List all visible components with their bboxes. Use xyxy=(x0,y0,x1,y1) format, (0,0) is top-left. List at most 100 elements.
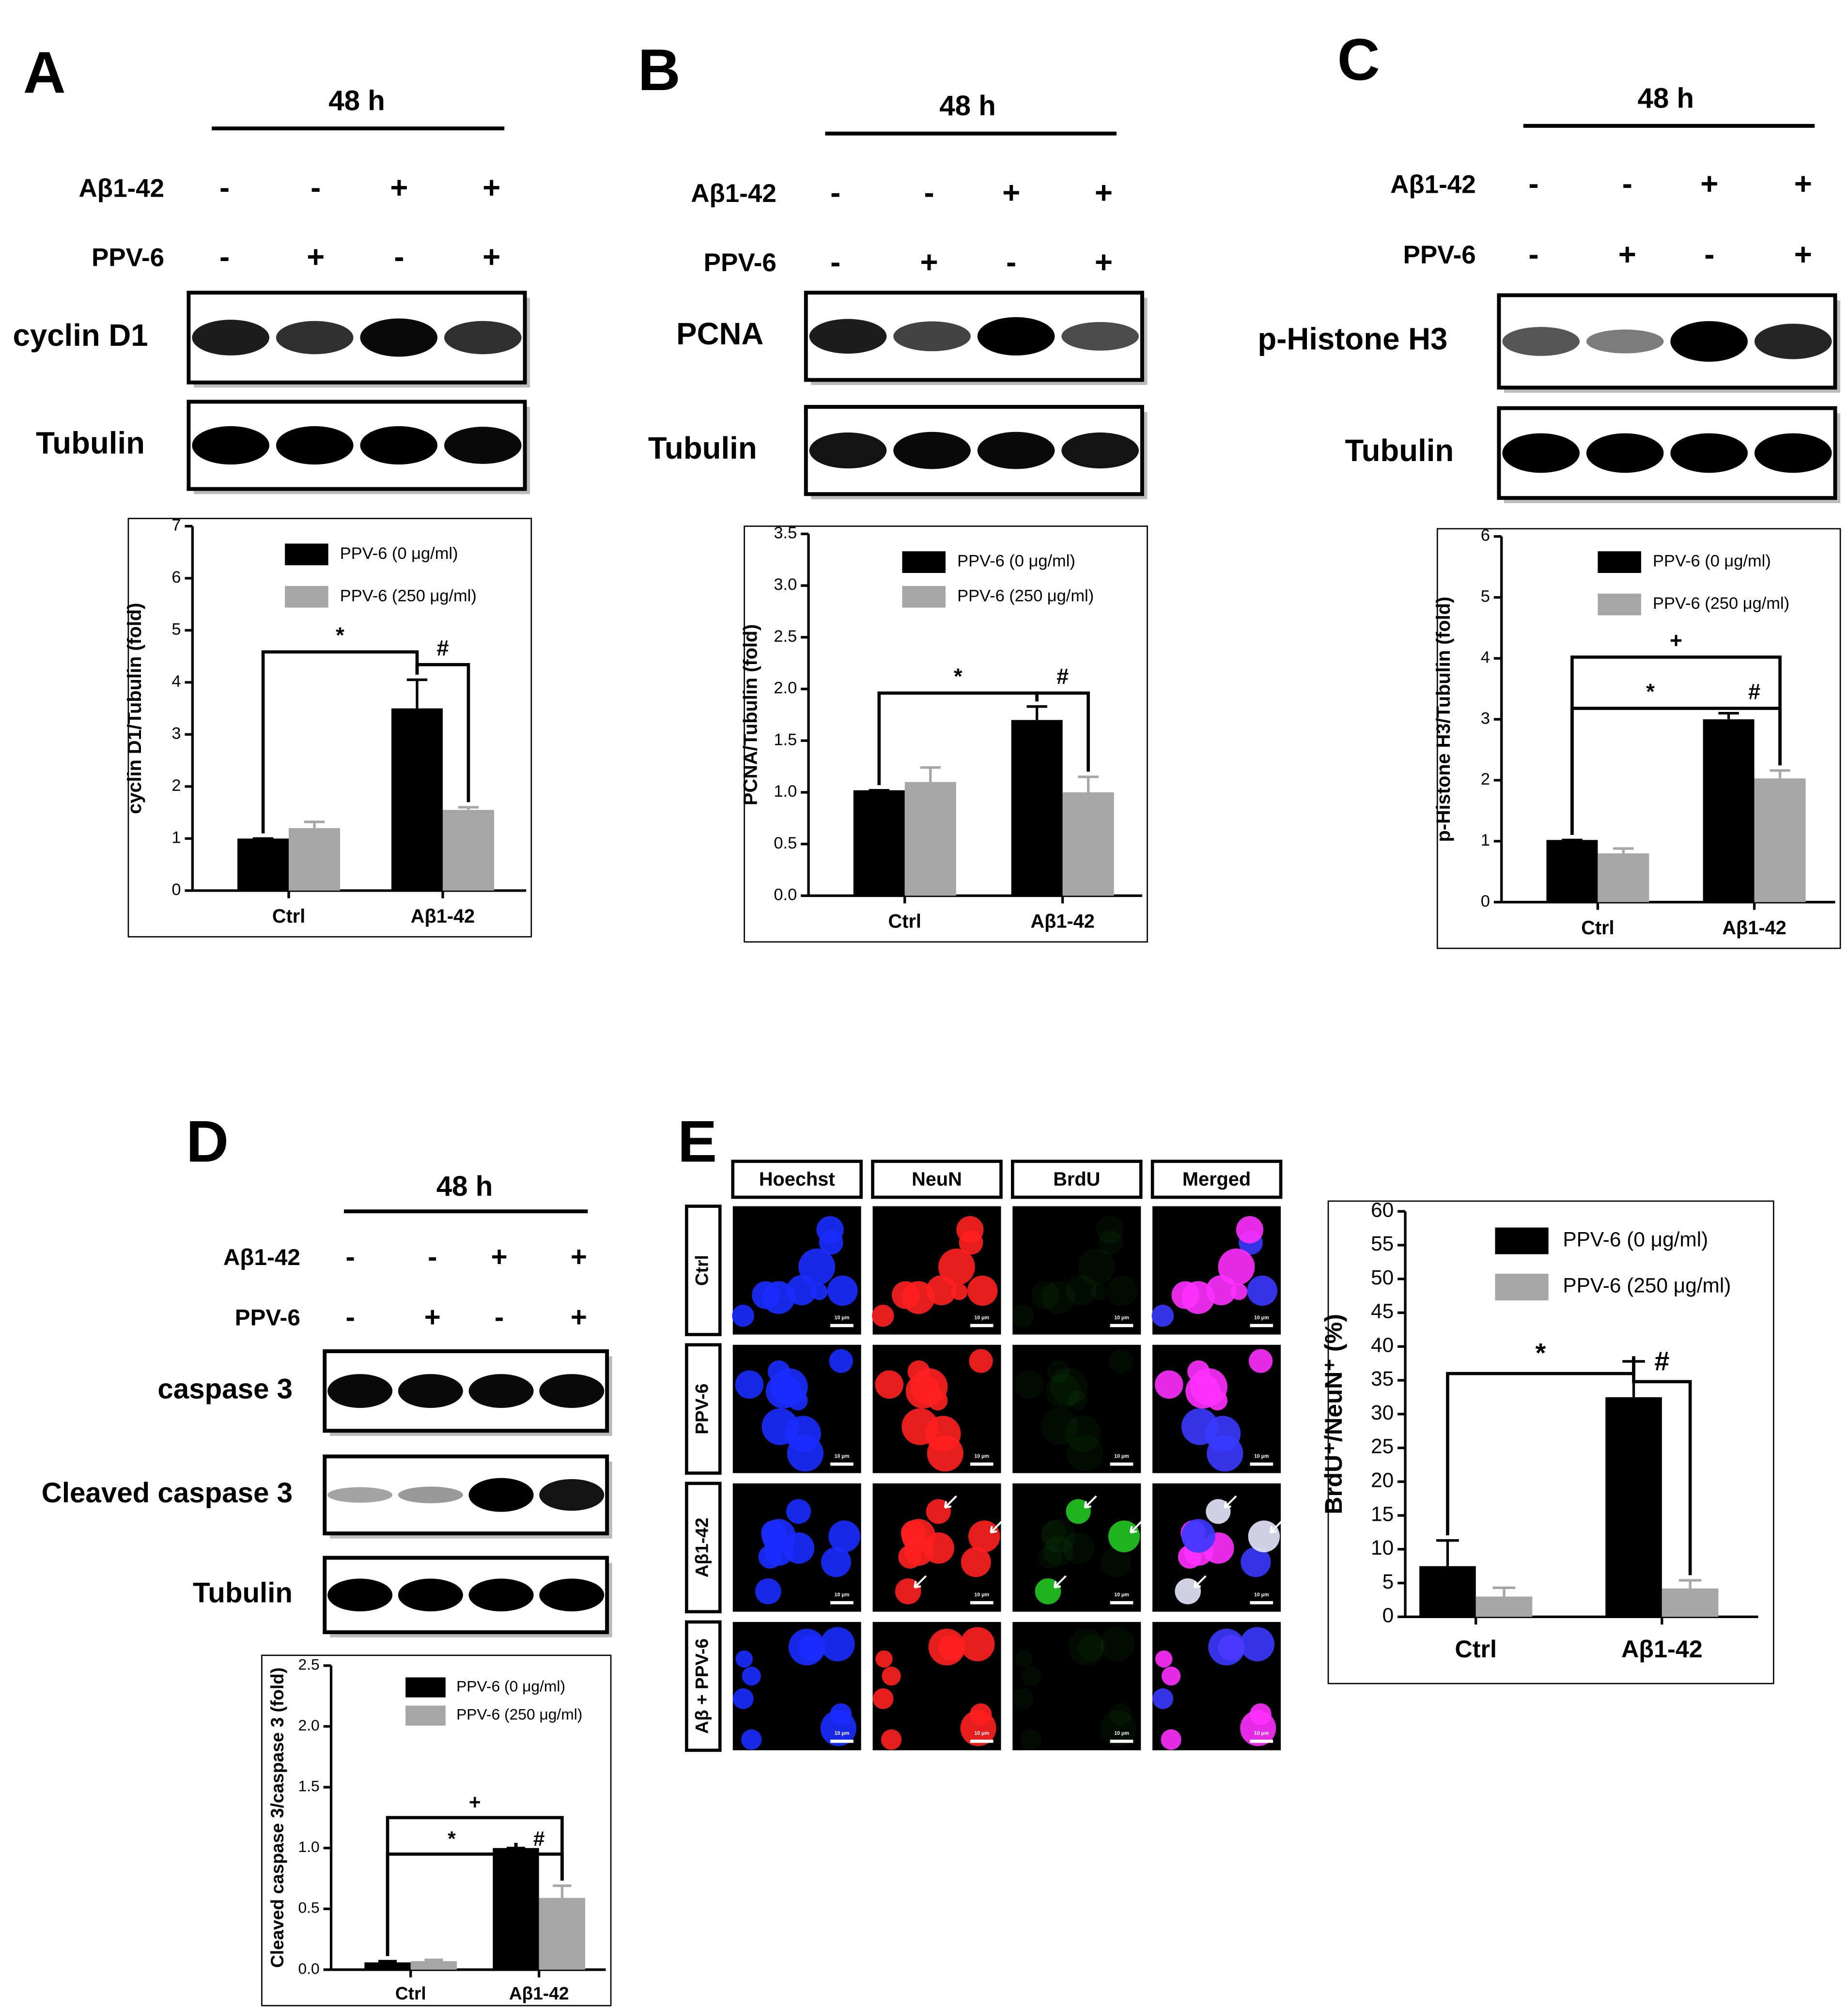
y-tick-label: 0.0 xyxy=(774,886,797,904)
y-tick-label: 55 xyxy=(1371,1232,1394,1255)
arrow xyxy=(1084,1495,1097,1509)
y-axis-label: BrdU⁺/NeuN⁺ (%) xyxy=(1320,1314,1347,1514)
arrow xyxy=(913,1575,927,1589)
significance-mark: * xyxy=(448,1827,456,1850)
treatment-sign: - xyxy=(924,176,934,210)
cell xyxy=(1206,1499,1231,1524)
cell xyxy=(1041,1519,1075,1553)
legend-swatch xyxy=(405,1677,446,1698)
cell xyxy=(1208,1390,1227,1411)
column-header-box xyxy=(731,1159,863,1199)
y-tick-label: 3 xyxy=(171,724,181,742)
treatment-sign: + xyxy=(1002,176,1020,210)
y-tick-label: 2 xyxy=(171,776,181,795)
row-header: PPV-6 xyxy=(692,1384,712,1435)
cell xyxy=(1068,1390,1088,1411)
bar xyxy=(853,790,905,896)
scale-bar-label: 10 μm xyxy=(974,1315,989,1321)
blot-band xyxy=(1502,433,1580,473)
significance-mark: # xyxy=(1056,664,1069,689)
error-bar xyxy=(1770,769,1790,779)
blot-band xyxy=(893,432,971,469)
column-header-box xyxy=(871,1159,1003,1199)
cell xyxy=(1067,1435,1103,1472)
cell xyxy=(821,1547,852,1577)
scale-bar-label: 10 μm xyxy=(974,1592,989,1598)
time-label: 48 h xyxy=(939,90,996,122)
x-tick-label: Ctrl xyxy=(1455,1635,1497,1663)
plot-frame xyxy=(744,525,1148,943)
cell xyxy=(1108,1520,1140,1553)
cell xyxy=(938,1249,975,1285)
error-bar xyxy=(458,806,479,810)
bar xyxy=(1546,840,1598,902)
cell xyxy=(1181,1408,1218,1445)
cell xyxy=(1012,1688,1034,1709)
treatment-sign: - xyxy=(1006,245,1016,279)
cell xyxy=(1151,1304,1174,1327)
blot-band xyxy=(468,1374,534,1408)
bar xyxy=(289,828,341,891)
significance-mark: # xyxy=(1654,1346,1669,1376)
error-bar xyxy=(1436,1539,1459,1566)
y-tick-label: 6 xyxy=(1481,526,1490,545)
cell xyxy=(1050,1368,1088,1405)
y-tick-label: 0 xyxy=(171,880,181,899)
cell xyxy=(788,1390,808,1411)
legend-label: PPV-6 (0 μg/ml) xyxy=(340,544,458,563)
scale-bar-label: 10 μm xyxy=(835,1453,850,1459)
y-tick-label: 5 xyxy=(1382,1570,1394,1593)
row-header-box xyxy=(685,1620,722,1752)
cell xyxy=(1031,1281,1059,1309)
cell xyxy=(1038,1545,1062,1569)
x-tick-label: Ctrl xyxy=(272,906,305,927)
cell xyxy=(895,1578,921,1605)
cell xyxy=(1155,1370,1183,1399)
cell xyxy=(1022,1667,1041,1686)
bar xyxy=(1754,778,1806,902)
y-tick-label: 15 xyxy=(1371,1502,1394,1525)
y-tick-label: 1.0 xyxy=(298,1838,319,1855)
column-header: NeuN xyxy=(912,1169,962,1190)
legend-swatch xyxy=(405,1705,446,1726)
arrow xyxy=(1053,1575,1067,1589)
arrow xyxy=(990,1520,1003,1534)
y-tick-label: 60 xyxy=(1371,1198,1394,1221)
y-tick-label: 1 xyxy=(1481,831,1490,849)
y-tick-label: 6 xyxy=(171,568,181,587)
row-header-box xyxy=(685,1343,722,1475)
blot-band xyxy=(327,1374,393,1408)
scale-bar-label: 10 μm xyxy=(1254,1315,1269,1321)
significance-mark: + xyxy=(1670,628,1682,653)
cell xyxy=(1249,1703,1272,1726)
blot-band xyxy=(444,427,522,464)
blot-band xyxy=(276,426,354,465)
treatment-sign: + xyxy=(1618,237,1636,272)
error-bar xyxy=(424,1959,443,1961)
y-axis-label: Cleaved caspase 3/caspase 3 (fold) xyxy=(267,1667,287,1968)
y-tick-label: 50 xyxy=(1371,1266,1394,1289)
blot-band xyxy=(893,321,971,352)
treatment-sign: - xyxy=(495,1301,504,1333)
treatment-sign: - xyxy=(428,1241,437,1273)
blot-band xyxy=(1061,322,1139,351)
cell xyxy=(1096,1216,1124,1244)
significance-mark: * xyxy=(336,623,344,648)
cell xyxy=(830,1703,852,1726)
significance-mark: * xyxy=(954,664,963,689)
cell xyxy=(1040,1520,1066,1546)
treatment-sign: - xyxy=(1528,237,1538,272)
y-tick-label: 4 xyxy=(171,672,181,691)
error-bar xyxy=(1078,775,1099,793)
blot-band xyxy=(398,1486,463,1503)
cell xyxy=(735,1370,764,1399)
cell xyxy=(798,1249,836,1285)
treatment-sign: + xyxy=(571,1301,587,1333)
cell xyxy=(1015,1370,1043,1399)
row-header: Aβ1-42 xyxy=(692,1517,712,1577)
y-tick-label: 5 xyxy=(171,620,181,639)
y-tick-label: 30 xyxy=(1371,1401,1394,1424)
error-bar xyxy=(304,820,325,828)
cell xyxy=(1161,1729,1181,1750)
legend-swatch xyxy=(285,586,328,608)
